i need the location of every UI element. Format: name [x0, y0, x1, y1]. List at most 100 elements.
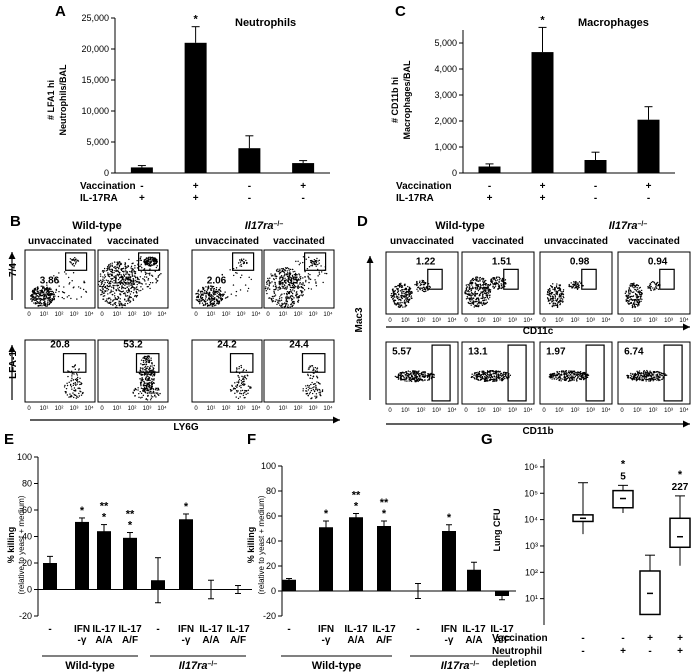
dot: [308, 368, 310, 370]
dot: [138, 282, 140, 284]
dot: [285, 273, 288, 275]
dot: [151, 382, 153, 385]
flow-b-row1-axis-tick: 10¹: [40, 312, 49, 318]
dot: [241, 375, 243, 378]
dot: [133, 389, 135, 391]
dot: [496, 279, 499, 281]
dot: [477, 285, 480, 288]
dot: [305, 390, 307, 392]
dot: [242, 376, 244, 378]
dot: [287, 304, 289, 306]
dot: [311, 381, 313, 384]
dot: [142, 367, 144, 370]
dot: [43, 286, 45, 288]
dot: [134, 279, 136, 282]
dot: [130, 284, 132, 286]
chart-f-ylabel-1: % killing: [246, 527, 256, 564]
dot: [399, 302, 402, 304]
dot: [474, 282, 477, 284]
dot: [123, 279, 125, 281]
chart-c-ytick-label: 5,000: [434, 38, 457, 48]
dot: [74, 256, 76, 259]
dot: [113, 302, 115, 305]
chart-c-row-sign: +: [487, 193, 493, 204]
dot: [310, 262, 313, 264]
dot: [279, 284, 281, 286]
dot: [122, 304, 124, 306]
dot: [134, 272, 137, 275]
dot: [74, 368, 76, 371]
dot: [216, 302, 218, 305]
chart-a-title: Neutrophils: [235, 17, 296, 29]
dot: [634, 374, 637, 377]
dot: [478, 372, 481, 374]
dot: [269, 282, 272, 284]
flow-d-row2-events: [470, 369, 512, 383]
dot: [408, 380, 410, 382]
dot: [654, 378, 657, 381]
dot: [241, 389, 244, 392]
dot: [290, 290, 292, 292]
dot: [76, 383, 78, 385]
dot: [152, 392, 154, 394]
dot: [144, 261, 146, 263]
dot: [479, 292, 482, 295]
dot: [407, 370, 410, 372]
dot: [405, 301, 407, 303]
dot: [149, 399, 152, 401]
dot: [127, 273, 130, 276]
dot: [569, 375, 571, 377]
dot: [63, 286, 65, 288]
dot: [119, 272, 121, 274]
flow-d-row2-axis-tick: 10³: [432, 408, 441, 414]
dot: [407, 290, 409, 293]
dot: [108, 263, 110, 266]
dot: [631, 304, 634, 307]
dot: [36, 302, 38, 305]
dot: [205, 296, 207, 298]
dot: [73, 259, 75, 261]
dot: [115, 305, 118, 307]
dot: [630, 377, 632, 380]
dot: [249, 386, 251, 388]
dot: [212, 292, 214, 294]
chart-g-row-sign: +: [620, 646, 626, 657]
dot: [499, 287, 501, 289]
dot: [472, 279, 475, 282]
dot: [476, 305, 478, 308]
chart-f-bar: [349, 517, 363, 591]
dot: [485, 282, 487, 285]
dot: [397, 373, 400, 376]
dot: [424, 373, 426, 375]
dot: [484, 296, 487, 299]
dot: [649, 287, 652, 289]
dot: [240, 263, 242, 266]
dot: [211, 287, 213, 289]
dot: [493, 287, 495, 289]
dot: [562, 289, 565, 291]
flow-d-row2-gate: [663, 344, 683, 402]
dot: [629, 302, 631, 305]
flow-b-row2-gate: [229, 353, 254, 373]
dot: [149, 265, 152, 267]
dot: [134, 264, 136, 267]
dot: [278, 272, 281, 275]
dot: [576, 374, 579, 377]
dot: [559, 288, 561, 291]
dot: [490, 376, 492, 379]
flow-d-row2-axis-tick: 0: [464, 408, 468, 414]
dot: [45, 292, 47, 294]
dot: [551, 291, 554, 294]
dot: [51, 290, 54, 293]
dot: [101, 285, 103, 288]
dot: [218, 291, 220, 294]
dot: [635, 374, 638, 376]
dot: [652, 280, 654, 283]
dot: [627, 302, 629, 304]
dot: [129, 300, 132, 303]
dot: [314, 395, 316, 397]
dot: [490, 278, 493, 281]
dot: [39, 294, 42, 296]
dot: [247, 287, 250, 290]
dot: [633, 282, 635, 284]
